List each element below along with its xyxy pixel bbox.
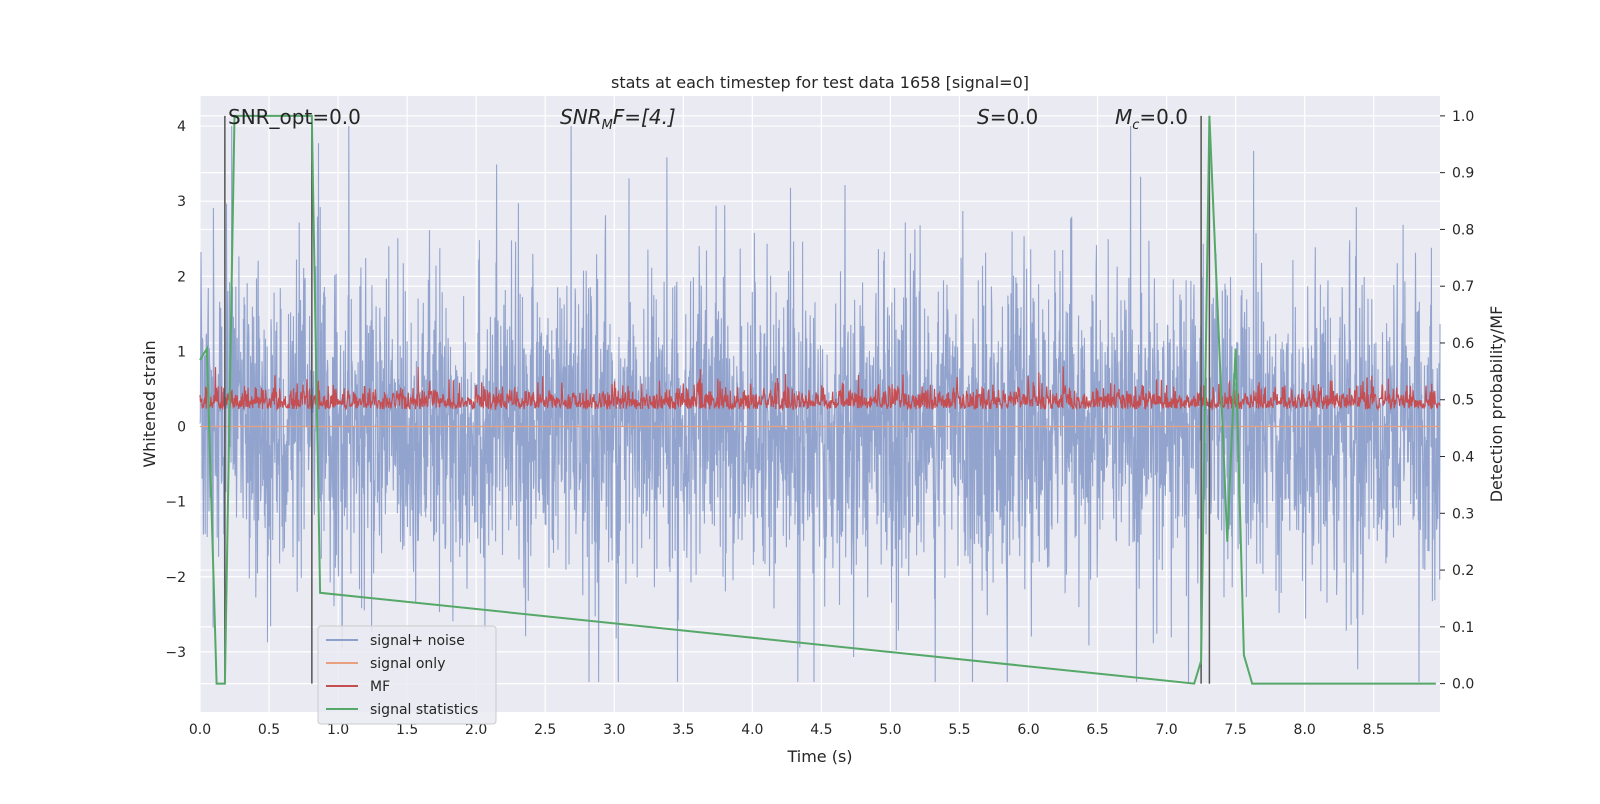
- annotation-snr-mf-sub: M: [602, 118, 613, 133]
- annotation-mc-main: M: [1115, 105, 1132, 129]
- y-left-tick-label: 0: [177, 420, 186, 436]
- x-tick-label: 0.0: [189, 722, 211, 738]
- y-left-tick-label: 2: [177, 269, 186, 285]
- y-right-tick-label: 0.2: [1452, 563, 1474, 579]
- y-left-tick-label: −2: [165, 570, 186, 586]
- x-tick-label: 7.5: [1225, 722, 1247, 738]
- annotation-mc-tail: =0.0: [1139, 105, 1188, 129]
- x-tick-label: 3.0: [603, 722, 625, 738]
- x-tick-label: 8.0: [1294, 722, 1316, 738]
- y-left-tick-label: −1: [165, 495, 186, 511]
- x-tick-label: 2.5: [534, 722, 556, 738]
- y-right-tick-labels: 1.0 0.9 0.8 0.7 0.6 0.5 0.4 0.3 0.2 0.1 0.0: [1440, 109, 1474, 693]
- y-right-tick-label: 0.4: [1452, 450, 1474, 466]
- x-tick-label: 1.0: [327, 722, 349, 738]
- chart-title: stats at each timestep for test data 165…: [611, 73, 1029, 92]
- annotation-mc: Mc=0.0: [1115, 105, 1188, 133]
- vertical-markers: [224, 115, 1211, 684]
- legend-label-mf: MF: [370, 679, 390, 695]
- x-tick-label: 7.0: [1155, 722, 1177, 738]
- y-right-tick-label: 0.9: [1452, 166, 1474, 182]
- y-right-axis-label: Detection probability/MF: [1487, 306, 1506, 503]
- x-tick-label: 2.0: [465, 722, 487, 738]
- annotation-mc-sub: c: [1132, 118, 1139, 133]
- legend: signal+ noise signal only MF signal stat…: [317, 625, 497, 725]
- annotation-s: S=0.0: [977, 105, 1038, 129]
- x-tick-label: 3.5: [672, 722, 694, 738]
- annotation-snr-mf-tail: F=[4.]: [613, 105, 676, 129]
- x-tick-label: 5.0: [879, 722, 901, 738]
- annotation-snr-mf: SNRMF=[4.]: [560, 105, 676, 133]
- y-left-tick-label: −3: [165, 645, 186, 661]
- annotation-s-tail: =0.0: [990, 105, 1039, 129]
- annotation-snr-opt: SNR_opt=0.0: [228, 105, 361, 129]
- y-right-tick-label: 0.8: [1452, 222, 1474, 238]
- y-right-tick-label: 0.5: [1452, 393, 1474, 409]
- x-tick-label: 8.5: [1363, 722, 1385, 738]
- y-right-tick-label: 0.1: [1452, 620, 1474, 636]
- x-tick-label: 1.5: [396, 722, 418, 738]
- x-tick-labels: 0.0 0.5 1.0 1.5 2.0 2.5 3.0 3.5 4.0 4.5 5.0 5.5 6.0 6…: [189, 722, 1385, 738]
- legend-label-signal-statistics: signal statistics: [370, 702, 478, 718]
- legend-label-signal-only: signal only: [370, 656, 445, 672]
- series-signal-statistics-line: [199, 114, 1436, 685]
- legend-label-signal-noise: signal+ noise: [370, 633, 465, 649]
- x-tick-label: 6.0: [1017, 722, 1039, 738]
- y-right-tick-label: 0.7: [1452, 279, 1474, 295]
- x-tick-label: 0.5: [258, 722, 280, 738]
- x-tick-label: 4.0: [741, 722, 763, 738]
- y-right-tick-label: 0.3: [1452, 506, 1474, 522]
- y-right-tick-label: 0.6: [1452, 336, 1474, 352]
- x-tick-label: 5.5: [948, 722, 970, 738]
- y-left-axis-label: Whitened strain: [140, 340, 159, 467]
- annotation-s-main: S: [977, 105, 990, 129]
- x-axis-label: Time (s): [786, 747, 852, 766]
- annotation-snr-mf-main: SNR: [560, 105, 602, 129]
- y-left-tick-label: 3: [177, 194, 186, 210]
- x-tick-label: 6.5: [1086, 722, 1108, 738]
- y-right-tick-label: 0.0: [1452, 677, 1474, 693]
- legend-box: [317, 625, 497, 725]
- x-tick-label: 4.5: [810, 722, 832, 738]
- y-left-tick-label: 1: [177, 344, 186, 360]
- signal-statistics-layer: [199, 114, 1436, 685]
- y-right-tick-label: 1.0: [1452, 109, 1474, 125]
- y-left-tick-label: 4: [177, 119, 186, 135]
- y-left-tick-labels: 4 3 2 1 0 −1 −2 −3: [165, 119, 186, 661]
